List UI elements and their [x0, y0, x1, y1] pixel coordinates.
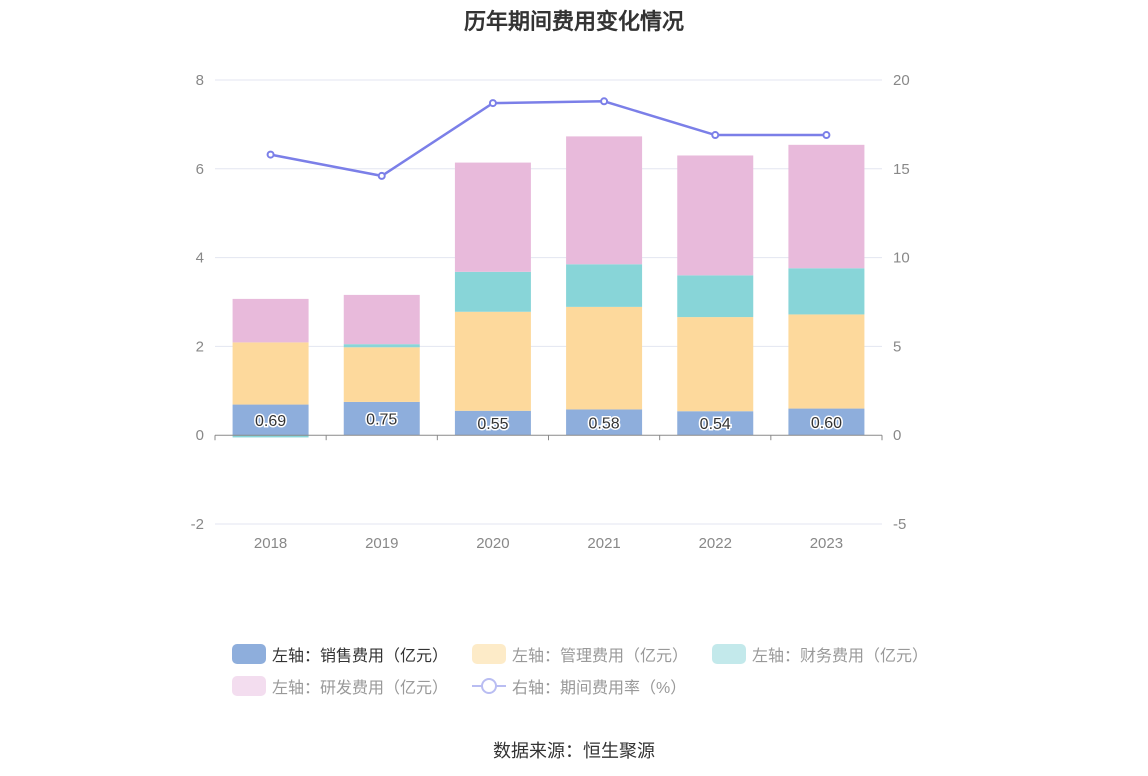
y-right-tick-label: 5	[893, 338, 901, 355]
legend-label-rate: 右轴：期间费用率（%）	[512, 680, 687, 697]
bar-finance-2018	[232, 435, 309, 438]
bar-rd-2021	[566, 136, 643, 265]
data-label-sales-2018: 0.69	[255, 413, 286, 430]
x-tick-label-2018: 2018	[254, 535, 287, 552]
bar-sales-2020	[454, 410, 531, 436]
x-tick-label-2022: 2022	[699, 535, 732, 552]
line-rate	[270, 100, 827, 178]
y-right-tick-label: 10	[893, 250, 910, 267]
data-label-sales-2020: 0.55	[477, 416, 508, 433]
bar-rd-2023	[788, 144, 865, 269]
x-tick-label-2021: 2021	[587, 535, 620, 552]
legend-label-rd: 左轴：研发费用（亿元）	[272, 680, 449, 697]
bar-admin-2020	[454, 311, 531, 411]
legend-swatch-rate	[472, 676, 507, 696]
bar-finance-2022	[677, 275, 754, 318]
x-tick-label-2019: 2019	[365, 535, 398, 552]
legend: 左轴：销售费用（亿元） 左轴：管理费用（亿元） 左轴：财务费用（亿元） 左轴：研…	[232, 638, 932, 702]
bar-sales-2021	[566, 409, 643, 436]
data-label-sales-2019: 0.75	[366, 412, 397, 429]
bar-sales-2022	[677, 411, 754, 436]
y-left-tick-label: 8	[196, 72, 204, 89]
bar-admin-2021	[566, 306, 643, 410]
legend-row-2: 左轴：研发费用（亿元） 右轴：期间费用率（%）	[232, 670, 932, 702]
y-right-tick-label: 15	[893, 161, 910, 178]
point-rate-2019	[377, 171, 386, 180]
chart-canvas: -2 0 2 4 6 8 -5 0 5 10 15 20 2018 2019 2020 2021 2022 202…	[191, 72, 910, 552]
bar-rd-2020	[454, 162, 531, 272]
bar-rd-2018	[232, 298, 309, 343]
bar-finance-2020	[454, 271, 531, 312]
legend-item-admin[interactable]: 左轴：管理费用（亿元）	[472, 642, 688, 666]
data-source: 数据来源：恒生聚源	[493, 741, 655, 761]
legend-item-rate[interactable]: 右轴：期间费用率（%）	[472, 674, 686, 698]
legend-label-admin: 左轴：管理费用（亿元）	[512, 648, 689, 665]
bar-sales-2018	[232, 404, 309, 436]
legend-swatch-finance	[712, 644, 747, 664]
legend-swatch-sales	[232, 644, 266, 664]
point-rate-2021	[600, 97, 609, 106]
y-left-tick-label: 2	[196, 338, 204, 355]
data-label-sales-2023: 0.60	[811, 415, 842, 432]
legend-item-sales[interactable]: 左轴：销售费用（亿元）	[232, 642, 448, 666]
x-tick-label-2020: 2020	[476, 535, 509, 552]
x-tick-label-2023: 2023	[810, 535, 843, 552]
bar-sales-2019	[343, 401, 420, 436]
y-right-tick-label: 0	[893, 427, 901, 444]
data-label-sales-2021: 0.58	[589, 415, 620, 432]
chart-title: 历年期间费用变化情况	[463, 9, 684, 34]
y-left-tick-label: 6	[196, 161, 204, 178]
point-rate-2023	[822, 131, 831, 140]
data-label-sales-2022: 0.54	[700, 416, 731, 433]
point-rate-2022	[711, 131, 720, 140]
y-right-tick-label: -5	[893, 516, 906, 533]
bar-admin-2019	[343, 347, 420, 402]
legend-swatch-admin	[472, 644, 507, 664]
bar-admin-2018	[232, 342, 309, 405]
point-rate-2018	[266, 150, 275, 159]
y-left-tick-label: 0	[196, 427, 204, 444]
legend-item-finance[interactable]: 左轴：财务费用（亿元）	[712, 642, 928, 666]
bar-rd-2019	[343, 294, 420, 345]
bar-finance-2023	[788, 268, 865, 315]
bar-rd-2022	[677, 155, 754, 276]
y-left-tick-label: -2	[191, 516, 204, 533]
legend-swatch-rd	[232, 676, 266, 696]
legend-label-finance: 左轴：财务费用（亿元）	[752, 648, 929, 665]
legend-item-rd[interactable]: 左轴：研发费用（亿元）	[232, 674, 448, 698]
bar-admin-2022	[677, 317, 754, 412]
point-rate-2020	[488, 99, 497, 108]
y-left-tick-label: 4	[196, 250, 204, 267]
bar-finance-2019	[343, 344, 420, 348]
legend-row-1: 左轴：销售费用（亿元） 左轴：管理费用（亿元） 左轴：财务费用（亿元）	[232, 638, 932, 670]
bar-finance-2021	[566, 264, 643, 307]
bar-sales-2023	[788, 408, 865, 436]
legend-label-sales: 左轴：销售费用（亿元）	[272, 648, 449, 665]
bar-admin-2023	[788, 314, 865, 409]
y-right-tick-label: 20	[893, 72, 910, 89]
